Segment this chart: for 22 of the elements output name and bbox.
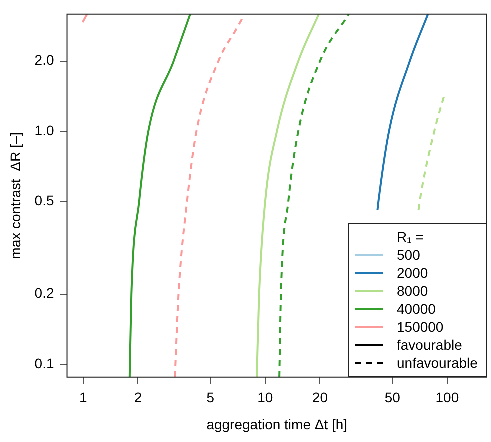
- y-tick-label: 0.1: [34, 355, 54, 372]
- legend-label: 500: [397, 246, 420, 264]
- y-tick-label: 1.0: [34, 122, 54, 138]
- x-tick-label: 5: [206, 390, 215, 406]
- x-tick-label: 20: [312, 390, 328, 406]
- x-tick-label: 100: [436, 390, 460, 406]
- y-axis-title: max contrast ΔR [–]: [7, 132, 24, 260]
- y-tick-label: 0.2: [34, 285, 54, 302]
- legend-label: 40000: [397, 300, 436, 318]
- x-tick-label: 10: [258, 390, 274, 406]
- x-tick-label: 50: [384, 390, 401, 406]
- legend-label: unfavourable: [397, 354, 478, 372]
- x-axis-title: aggregation time Δt [h]: [206, 416, 348, 432]
- y-tick-label: 0.5: [34, 192, 54, 208]
- legend-title: R₁ =: [396, 228, 425, 246]
- legend-label: 150000: [397, 318, 444, 336]
- x-tick-label: 1: [80, 390, 88, 406]
- legend-label: 8000: [397, 282, 428, 300]
- y-tick-label: 2.0: [34, 52, 54, 68]
- legend-label: 2000: [397, 264, 428, 282]
- legend-label: favourable: [397, 336, 462, 354]
- x-tick-label: 2: [134, 390, 142, 406]
